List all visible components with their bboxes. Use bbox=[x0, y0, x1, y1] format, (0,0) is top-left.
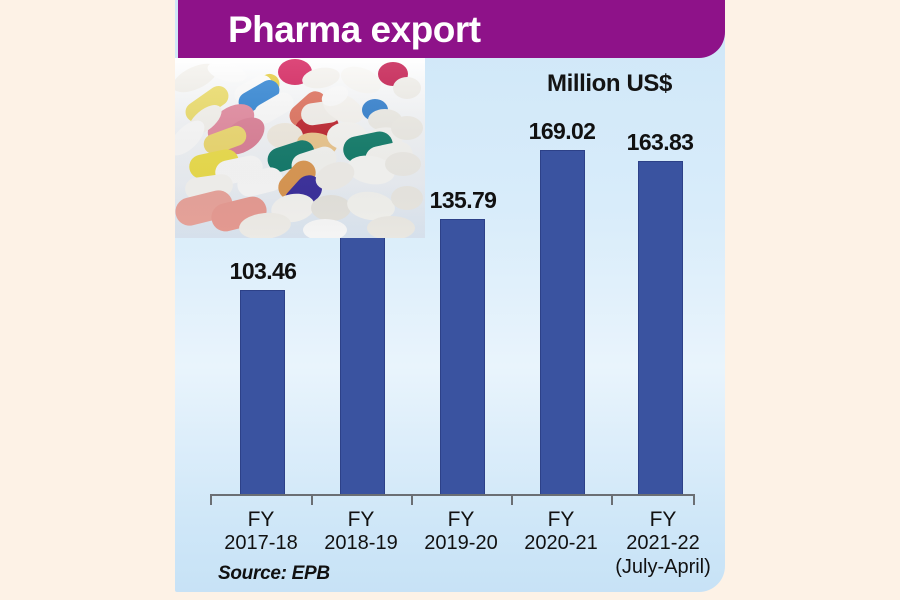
x-label-line2: 2019-20 bbox=[424, 532, 498, 555]
bar-chart-plot: 103.46 129.95 135.79 169.02 163.83 FY 20… bbox=[175, 0, 725, 592]
axis-tick-end bbox=[693, 494, 695, 505]
x-axis-label-fy-2020-21: FY 2020-21 bbox=[505, 508, 617, 556]
value-label-fy-2021-22: 163.83 bbox=[626, 129, 694, 155]
x-label-line2: 2017-18 bbox=[224, 532, 298, 555]
source-note: Source: EPB bbox=[218, 563, 330, 584]
value-label-fy-2017-18: 103.46 bbox=[229, 258, 297, 284]
x-label-line2: 2021-22 bbox=[626, 532, 700, 555]
value-label-fy-2020-21: 169.02 bbox=[528, 118, 596, 144]
x-axis-label-fy-2019-20: FY 2019-20 bbox=[405, 508, 517, 556]
x-label-line1: FY bbox=[649, 508, 677, 531]
pills-and-capsules-photo bbox=[175, 58, 425, 238]
value-label-fy-2019-20: 135.79 bbox=[429, 187, 497, 213]
axis-tick-start bbox=[210, 494, 212, 505]
x-axis-label-fy-2018-19: FY 2018-19 bbox=[305, 508, 417, 556]
x-axis-line bbox=[210, 494, 695, 496]
bar-fy-2021-22 bbox=[638, 161, 683, 495]
chart-panel: Million US$ 103.46 129.95 135.79 169.02 … bbox=[175, 0, 725, 592]
title-banner: Pharma export bbox=[178, 0, 725, 58]
axis-tick-4 bbox=[611, 494, 613, 505]
x-label-line1: FY bbox=[447, 508, 475, 531]
x-axis-label-fy-2021-22: FY 2021-22 (July-April) bbox=[604, 508, 722, 579]
unit-label: Million US$ bbox=[547, 70, 672, 97]
x-axis-label-fy-2017-18: FY 2017-18 bbox=[205, 508, 317, 556]
page-title: Pharma export bbox=[228, 8, 481, 50]
x-label-line3: (July-April) bbox=[615, 555, 711, 578]
x-label-line2: 2018-19 bbox=[324, 532, 398, 555]
bar-fy-2020-21 bbox=[540, 150, 585, 495]
x-label-line2: 2020-21 bbox=[524, 532, 598, 555]
axis-tick-1 bbox=[311, 494, 313, 505]
bar-fy-2018-19 bbox=[340, 232, 385, 495]
x-label-line1: FY bbox=[547, 508, 575, 531]
axis-tick-3 bbox=[511, 494, 513, 505]
bar-fy-2019-20 bbox=[440, 219, 485, 495]
x-label-line1: FY bbox=[347, 508, 375, 531]
x-label-line1: FY bbox=[247, 508, 275, 531]
axis-tick-2 bbox=[411, 494, 413, 505]
bar-fy-2017-18 bbox=[240, 290, 285, 495]
